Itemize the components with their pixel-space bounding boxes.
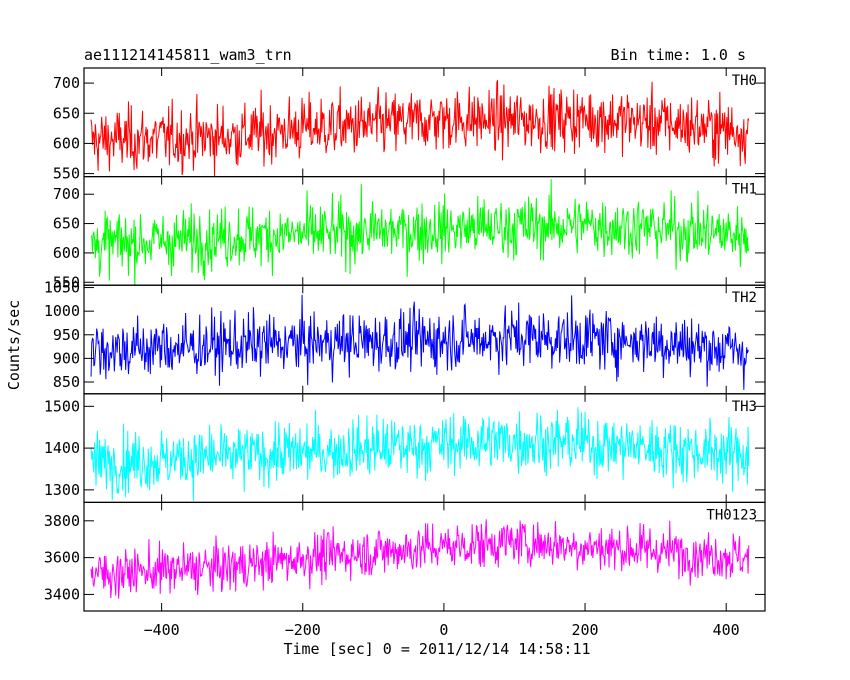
y-tick-label: 3800 (44, 512, 80, 530)
x-tick-label: 0 (439, 621, 448, 639)
y-tick-label: 850 (53, 373, 80, 391)
panel-th0: 550 600 650 700 TH0 (53, 67, 766, 183)
y-tick-label: 650 (53, 215, 80, 233)
y-tick-label: 1400 (44, 439, 80, 457)
y-tick-label: 900 (53, 349, 80, 367)
x-tick-label: 200 (571, 621, 598, 639)
panel-label: TH0 (732, 73, 757, 89)
chart-title: ae111214145811_wam3_trn (84, 46, 292, 64)
panel-label: TH0123 (706, 507, 757, 523)
panel-frame (83, 501, 766, 612)
y-tick-label: 950 (53, 326, 80, 344)
panels-layer: 550 600 650 700 TH0 550 600 650 700 TH1 850 900 950 1… (44, 67, 766, 639)
panel-th2: 850 900 950 1000 1050 TH2 (44, 279, 766, 395)
series-line-th0123 (90, 519, 750, 599)
x-tick-label: −200 (285, 621, 321, 639)
y-tick-label: 1300 (44, 481, 80, 499)
y-tick-label: 550 (53, 165, 80, 183)
panel-label: TH3 (732, 399, 757, 415)
series-line-th1 (90, 179, 750, 286)
series-line-th0 (90, 79, 750, 177)
bin-time-label: Bin time: 1.0 s (611, 46, 746, 64)
y-tick-label: 550 (53, 273, 80, 291)
x-tick-label: −400 (144, 621, 180, 639)
series-line-th3 (90, 407, 750, 501)
y-tick-label: 600 (53, 244, 80, 262)
y-axis-label: Counts/sec (5, 300, 23, 390)
y-tick-label: 650 (53, 104, 80, 122)
y-tick-label: 3600 (44, 549, 80, 567)
y-tick-label: 3400 (44, 585, 80, 603)
panel-th1: 550 600 650 700 TH1 (53, 176, 766, 291)
y-tick-label: 1050 (44, 279, 80, 297)
y-tick-label: 1000 (44, 302, 80, 320)
y-tick-label: 700 (53, 74, 80, 92)
y-tick-label: 600 (53, 134, 80, 152)
series-line-th2 (90, 294, 750, 390)
panel-label: TH1 (732, 182, 757, 198)
x-axis-label: Time [sec] 0 = 2011/12/14 14:58:11 (283, 640, 590, 658)
x-tick-label: 400 (713, 621, 740, 639)
panel-th0123: 3400 3600 3800 TH0123 (44, 501, 766, 612)
panel-label: TH2 (732, 290, 757, 306)
panel-th3: 1300 1400 1500 TH3 (44, 393, 766, 503)
y-tick-label: 1500 (44, 397, 80, 415)
y-tick-label: 700 (53, 185, 80, 203)
